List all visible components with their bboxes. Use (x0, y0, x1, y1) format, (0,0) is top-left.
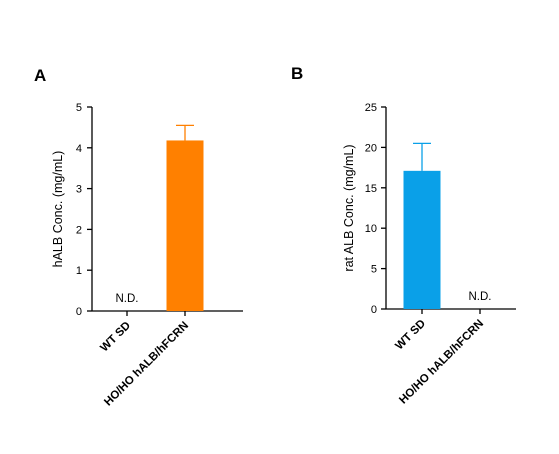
x-category-label: WT SD (393, 318, 428, 353)
nd-annotation: N.D. (116, 293, 139, 305)
y-tick-label: 3 (76, 184, 82, 196)
panel-label: A (34, 66, 46, 85)
y-tick-label: 25 (365, 102, 377, 114)
bar (166, 140, 204, 311)
panel-label: B (291, 64, 303, 83)
y-tick-label: 2 (76, 224, 82, 236)
x-category-label: WT SD (98, 320, 133, 355)
y-tick-label: 5 (371, 264, 377, 276)
y-tick-label: 1 (76, 265, 82, 277)
y-tick-label: 10 (365, 223, 377, 235)
nd-annotation: N.D. (469, 291, 492, 303)
chart-panel-b: B 0 5 10 15 20 25 rat ALB Conc. (mg/mL) WT SD N.D… (291, 64, 516, 407)
y-tick-label: 5 (76, 102, 82, 114)
bar (403, 170, 441, 309)
y-tick-label: 20 (365, 142, 377, 154)
y-tick-label: 0 (371, 304, 377, 316)
y-tick-label: 0 (76, 306, 82, 318)
y-tick-label: 4 (76, 143, 82, 155)
y-axis-title: hALB Conc. (mg/mL) (51, 151, 65, 268)
y-tick-label: 15 (365, 183, 377, 195)
y-axis-title: rat ALB Conc. (mg/mL) (342, 144, 356, 271)
